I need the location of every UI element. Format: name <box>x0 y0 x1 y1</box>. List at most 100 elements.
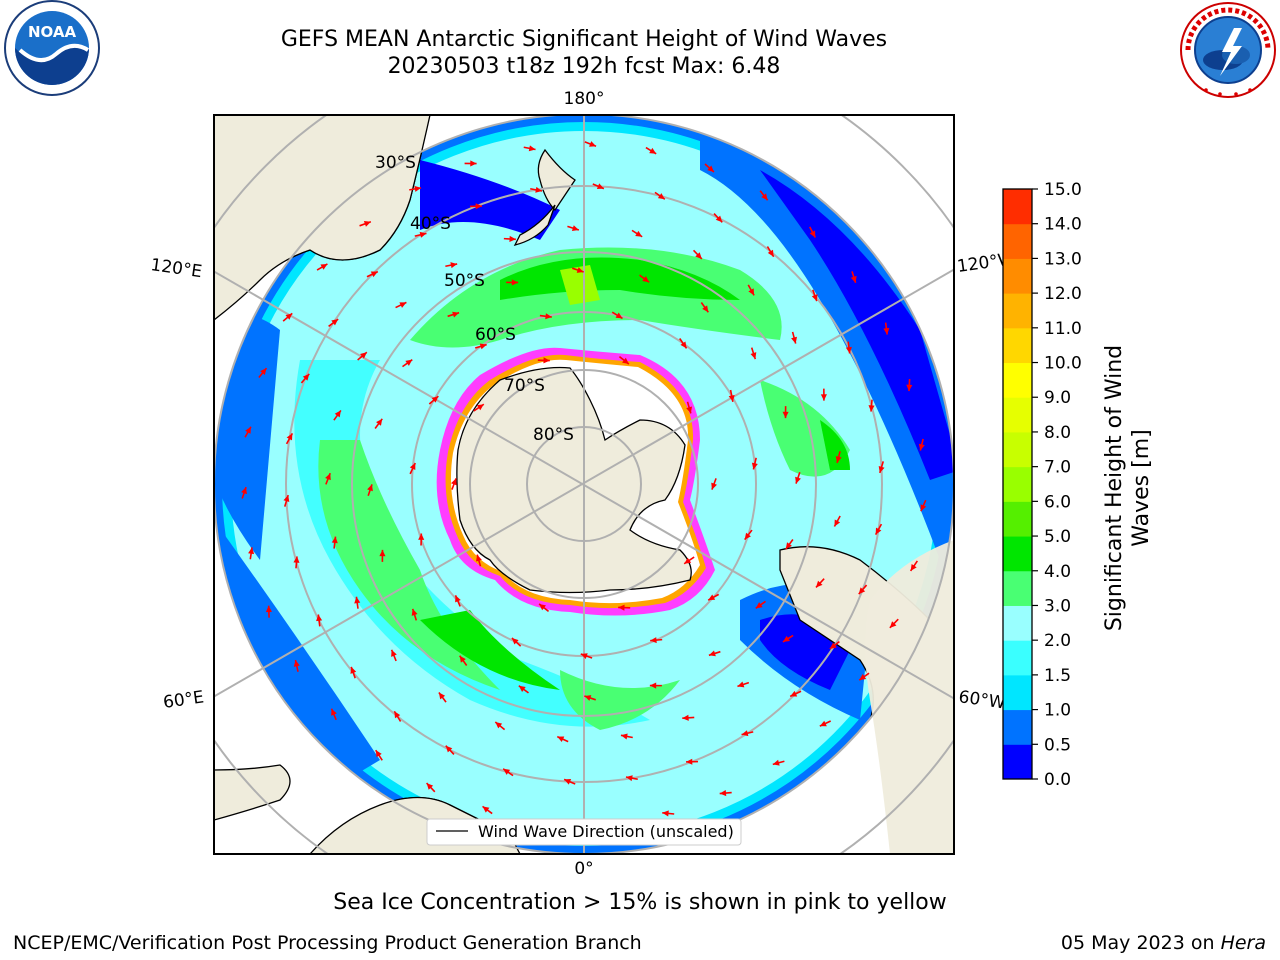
wind-arrow-head <box>495 722 503 729</box>
wind-arrow-head <box>350 666 357 674</box>
wind-arrow-head <box>883 327 890 335</box>
wind-arrow-head <box>375 750 382 758</box>
wind-arrow-head <box>618 604 625 611</box>
colorbar-segment <box>1003 327 1032 364</box>
lon-label-60e: 60°E <box>162 687 205 712</box>
wind-arrow-head <box>576 267 584 273</box>
wind-arrow-head <box>782 411 789 419</box>
wind-arrow-head <box>418 533 425 540</box>
colorbar-tick-label: 9.0 <box>1044 388 1071 408</box>
wind-arrow-head <box>642 276 650 283</box>
wind-arrow-head <box>850 275 857 283</box>
wind-arrow-head <box>815 580 823 588</box>
wind-arrow-head <box>511 279 519 286</box>
colorbar-tick-label: 1.5 <box>1044 666 1071 686</box>
wind-arrow-head <box>809 230 816 238</box>
lat-label-60: 60°S <box>475 325 516 345</box>
wind-arrow-head <box>820 394 827 401</box>
wind-arrow-head <box>426 783 434 790</box>
colorbar-segment <box>1003 431 1032 468</box>
wind-arrow-head <box>858 587 866 595</box>
wind-arrow-head <box>737 681 745 688</box>
wind-arrow-head <box>685 758 693 765</box>
noaa-logo: NOAA <box>4 0 100 96</box>
wind-arrow-head <box>650 637 657 644</box>
wind-arrow-head <box>750 352 757 360</box>
colorbar-tick-label: 10.0 <box>1044 354 1082 374</box>
colorbar-tick-label: 7.0 <box>1044 458 1071 478</box>
wind-arrow-head <box>438 692 446 700</box>
wind-arrow-head <box>767 249 774 257</box>
colorbar-tick-label: 1.0 <box>1044 701 1071 721</box>
wind-arrow-head <box>657 193 665 200</box>
colorbar-segment <box>1003 258 1032 294</box>
lat-label-70: 70°S <box>504 376 545 396</box>
colorbar-segment <box>1003 709 1032 745</box>
wind-arrow-head <box>320 263 328 270</box>
wind-arrow-head <box>431 396 439 403</box>
wind-arrow-head <box>707 165 714 172</box>
lon-label-60w: 60°W <box>957 687 1006 713</box>
wind-arrow-head <box>293 556 300 563</box>
colorbar-segment <box>1003 640 1032 676</box>
wind-arrow-head <box>772 759 780 766</box>
wind-arrow-head <box>503 768 511 775</box>
chart-title: GEFS MEAN Antarctic Significant Height o… <box>280 27 888 52</box>
wind-arrow-head <box>744 532 751 540</box>
colorbar-title-line2: Waves [m] <box>1129 429 1154 547</box>
footer-system: Hera <box>1220 932 1266 954</box>
wind-arrow-head <box>834 519 841 527</box>
lon-label-180: 180° <box>564 89 605 109</box>
wind-arrow-head <box>391 649 397 657</box>
wind-arrow-head <box>620 733 628 740</box>
wind-arrow-head <box>331 536 338 544</box>
wind-arrow-head <box>811 294 818 302</box>
colorbar-segment <box>1003 293 1032 329</box>
wind-arrow-head <box>334 410 341 418</box>
colorbar-segment <box>1003 362 1032 398</box>
colorbar-tick-label: 2.0 <box>1044 631 1071 651</box>
colorbar-segment <box>1003 466 1032 502</box>
wind-arrow-head <box>782 635 790 642</box>
colorbar-segment <box>1003 189 1032 225</box>
wind-arrow-head <box>835 456 842 463</box>
wind-arrow-head <box>331 708 337 716</box>
colorbar-frame <box>1002 188 1033 780</box>
wind-arrow-head <box>684 557 692 564</box>
wind-arrow-head <box>316 614 323 622</box>
wind-arrow-head <box>367 484 373 492</box>
wind-arrow-head <box>584 695 592 701</box>
wind-arrow-head <box>479 343 487 350</box>
wind-arrow-head <box>511 637 519 645</box>
wind-arrow-head <box>539 603 546 611</box>
wind-arrow-head <box>354 596 361 604</box>
colorbar-title-line1: Significant Height of Wind <box>1102 344 1127 632</box>
wind-arrow-head <box>557 736 565 743</box>
colorbar-segment <box>1003 536 1032 572</box>
colorbar-tick-label: 0.5 <box>1044 735 1071 755</box>
graticule <box>214 115 954 854</box>
wind-arrow-head <box>589 141 597 147</box>
lat-label-30: 30°S <box>375 153 416 173</box>
wind-arrow-head <box>260 368 267 375</box>
wind-arrow-head <box>545 313 552 320</box>
wind-arrow-head <box>715 215 723 223</box>
map-legend: Wind Wave Direction (unscaled) <box>426 818 742 846</box>
wind-arrow-head <box>622 357 629 365</box>
wind-arrow-head <box>680 341 687 349</box>
wind-arrow-head <box>409 463 416 471</box>
wind-arrow-head <box>878 465 885 473</box>
wind-arrow-head <box>571 225 579 232</box>
wind-arrow-head <box>370 271 378 278</box>
wind-arrow-head <box>509 235 516 242</box>
wind-arrow-head <box>476 404 484 411</box>
wind-arrow-head <box>702 305 709 313</box>
wind-arrow-head <box>451 478 457 486</box>
colorbar-segment <box>1003 674 1032 711</box>
colorbar-tick-label: 5.0 <box>1044 527 1071 547</box>
wind-arrow-head <box>875 527 882 535</box>
wind-arrow-head <box>528 145 536 152</box>
wind-arrow-head <box>625 775 633 782</box>
wind-arrow-head <box>635 230 643 237</box>
